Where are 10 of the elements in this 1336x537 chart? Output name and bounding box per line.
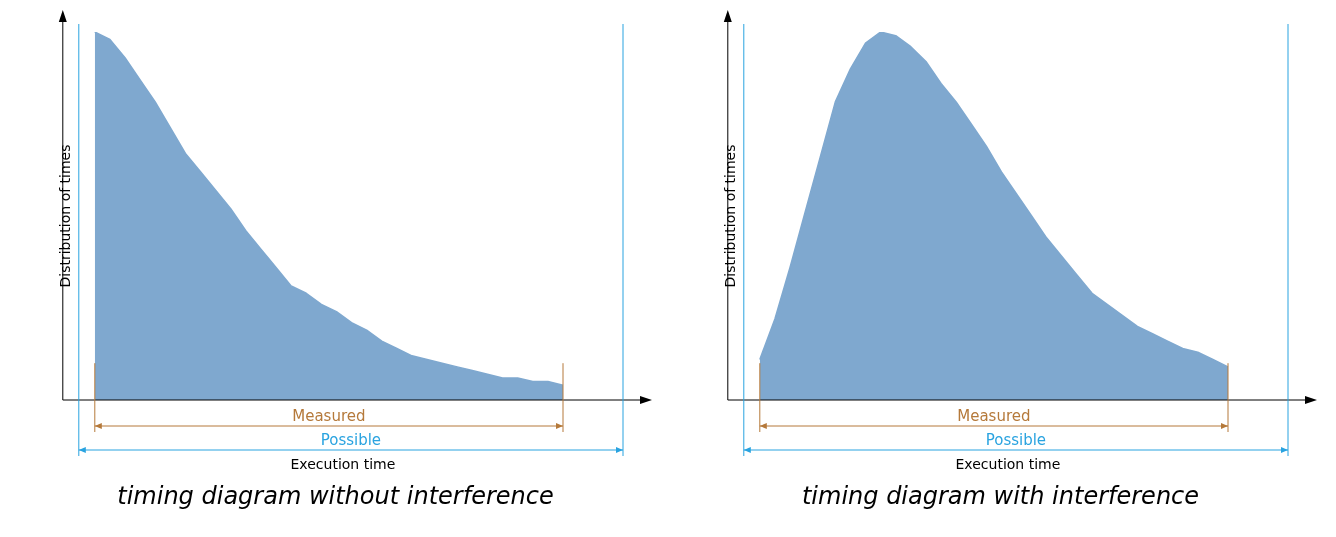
x-axis-title: Execution time	[955, 455, 1061, 472]
text: Possible	[320, 431, 382, 450]
text: timing diagram with interference	[800, 482, 1201, 510]
y-axis-title: Distribution of times	[722, 144, 739, 288]
text: timing diagram without interference	[116, 482, 555, 510]
x-axis-title: Execution time	[290, 455, 396, 472]
y-axis-title: Distribution of times	[57, 144, 74, 288]
text: Measured	[957, 407, 1031, 426]
text: Measured	[292, 407, 366, 426]
text: Possible	[985, 431, 1047, 450]
